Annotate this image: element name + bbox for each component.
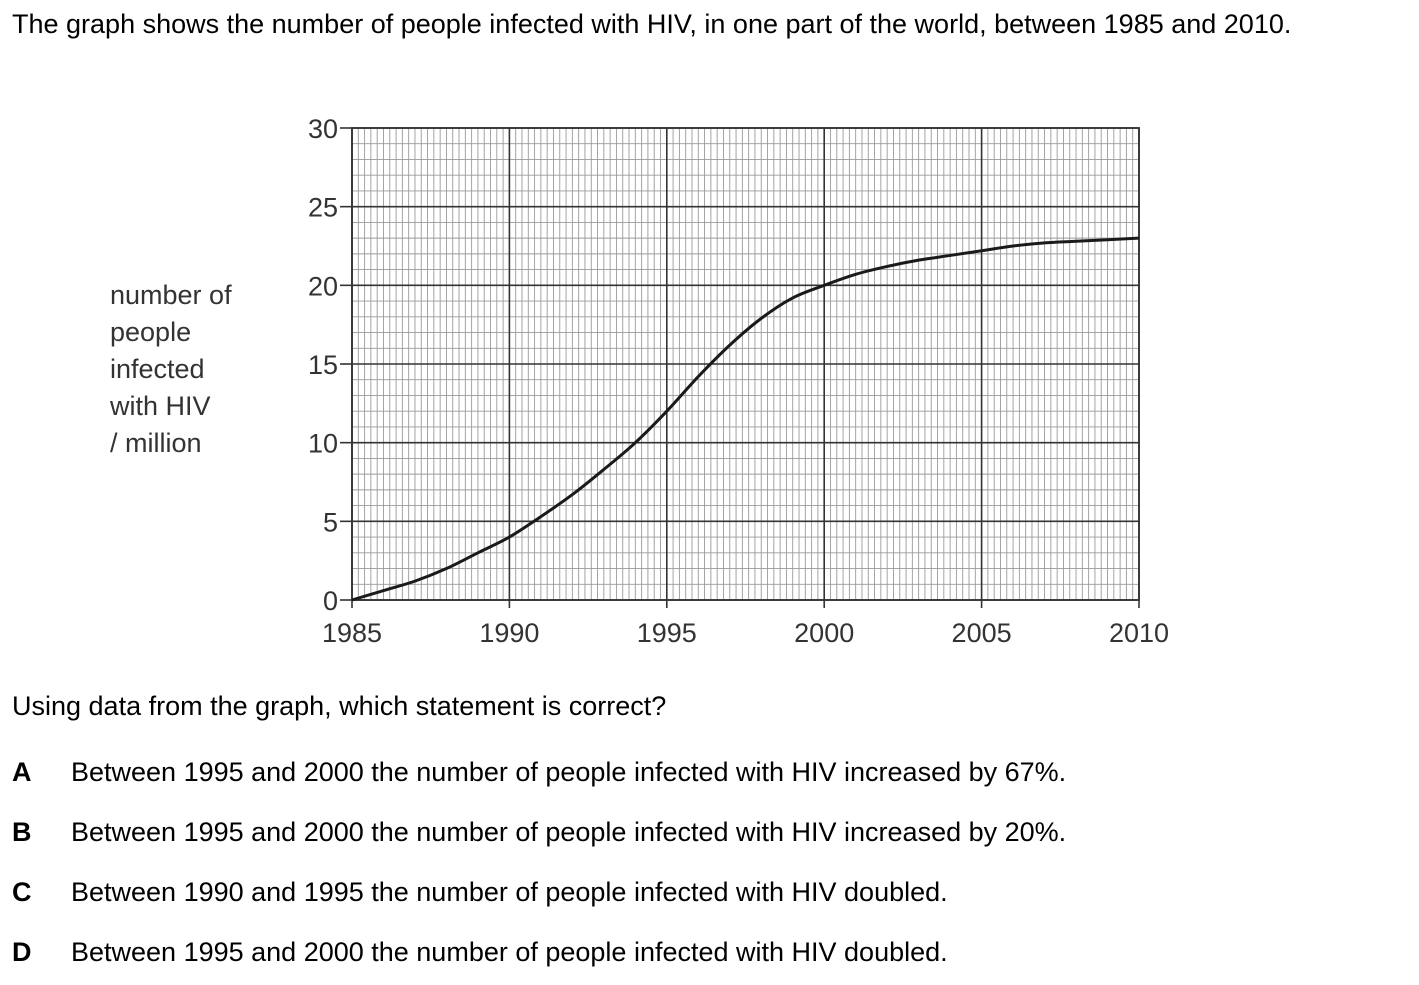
option-text: Between 1995 and 2000 the number of peop… <box>71 937 948 967</box>
hiv-series-line <box>351 236 1140 602</box>
major-grid <box>351 127 1140 601</box>
x-tick-label: 1985 <box>322 618 382 648</box>
option-letter: A <box>12 757 32 787</box>
option-letter: B <box>12 817 32 847</box>
option-a[interactable]: A Between 1995 and 2000 the number of peo… <box>12 754 1066 790</box>
option-text: Between 1990 and 1995 the number of peop… <box>71 877 948 907</box>
question-text: Using data from the graph, which stateme… <box>12 691 667 721</box>
axes <box>340 127 1140 608</box>
y-axis-label-line: / million <box>110 428 202 458</box>
option-text: Between 1995 and 2000 the number of peop… <box>71 817 1067 847</box>
option-d[interactable]: D Between 1995 and 2000 the number of peo… <box>12 934 948 970</box>
y-tick-label: 25 <box>308 193 338 223</box>
option-c[interactable]: C Between 1990 and 1995 the number of peo… <box>12 874 948 910</box>
y-axis-label-line: people <box>110 317 192 347</box>
series-group <box>351 236 1140 602</box>
x-tick-label: 2005 <box>952 618 1012 648</box>
x-tick-label: 1990 <box>479 618 539 648</box>
x-tick-label: 2010 <box>1109 618 1169 648</box>
tick-labels: 0 5 10 15 20 25 30 1985 1990 1995 2000 2005 2010 <box>308 114 1169 648</box>
intro-text: The graph shows the number of people inf… <box>12 9 1292 39</box>
y-tick-label: 15 <box>308 350 338 380</box>
y-tick-label: 10 <box>308 429 338 459</box>
option-b[interactable]: B Between 1995 and 2000 the number of peo… <box>12 814 1066 850</box>
y-axis-label: number of people infected with HIV / mil… <box>110 277 232 462</box>
y-axis-label-line: number of <box>110 280 232 310</box>
y-axis-label-line: with HIV <box>110 391 211 421</box>
y-tick-label: 30 <box>308 114 338 144</box>
y-axis-label-line: infected <box>110 354 205 384</box>
x-tick-label: 2000 <box>794 618 854 648</box>
hiv-line-chart: 0 5 10 15 20 25 30 1985 1990 1995 2000 2005 2010 <box>308 114 1169 648</box>
option-letter: D <box>12 937 32 967</box>
x-tick-label: 1995 <box>637 618 697 648</box>
y-tick-label: 20 <box>308 271 338 301</box>
y-tick-label: 5 <box>323 507 338 537</box>
option-text: Between 1995 and 2000 the number of peop… <box>71 757 1067 787</box>
y-tick-label: 0 <box>323 586 338 616</box>
option-letter: C <box>12 877 32 907</box>
